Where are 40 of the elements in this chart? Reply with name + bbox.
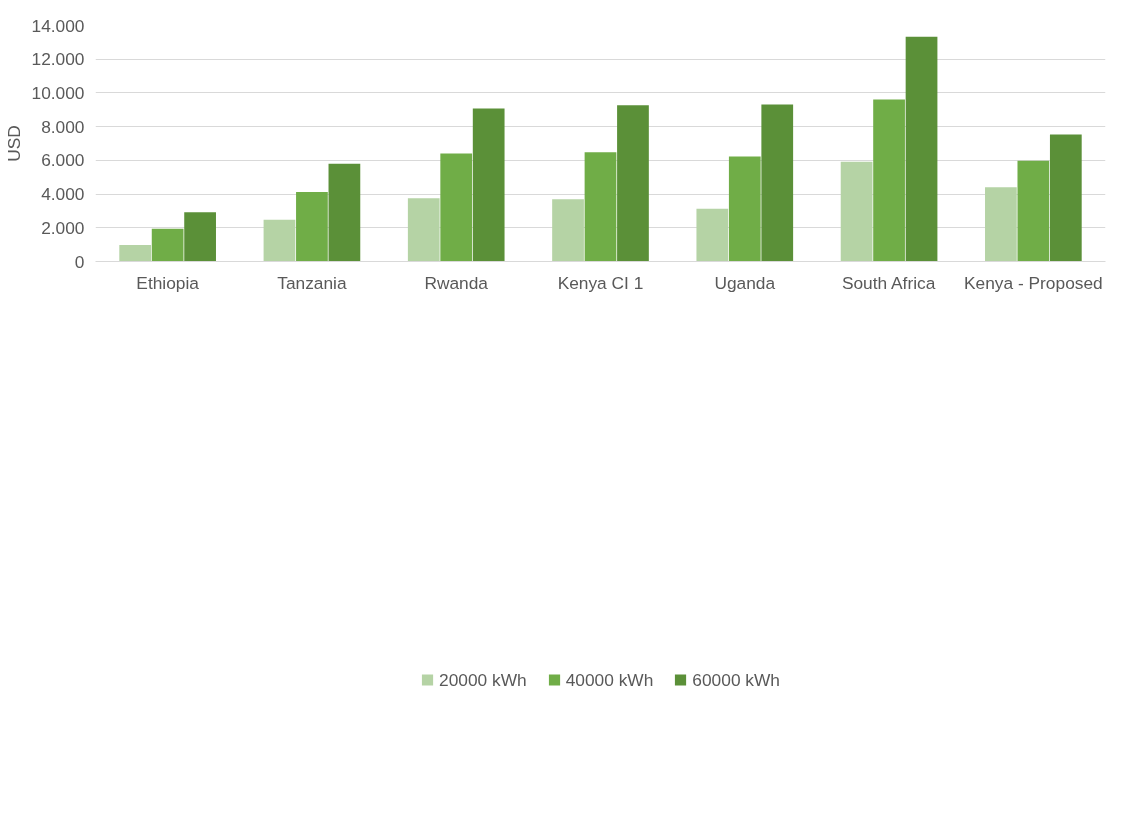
y-tick-label: 8.000 [41, 116, 85, 137]
bar [905, 36, 938, 262]
y-tick-label: 4.000 [41, 184, 85, 205]
bar [761, 104, 794, 262]
bar [617, 105, 649, 262]
bar [407, 198, 440, 262]
legend-label: 60000 kWh [692, 669, 780, 691]
y-tick-label: 6.000 [41, 150, 85, 171]
y-tick-label: 12.000 [31, 49, 85, 70]
bar [328, 163, 361, 262]
bar [584, 152, 617, 262]
x-tick-label: Rwanda [424, 272, 489, 293]
bar [873, 99, 905, 262]
bar [1049, 134, 1082, 262]
bar [151, 228, 184, 262]
legend-label: 20000 kWh [439, 669, 527, 691]
y-tick-label: 10.000 [31, 82, 85, 103]
x-tick-label: Uganda [714, 272, 776, 293]
x-tick-label: Ethiopia [136, 272, 200, 293]
bar [552, 199, 584, 262]
bar [263, 219, 296, 262]
x-tick-label: Tanzania [277, 272, 347, 293]
bar [184, 212, 216, 262]
bar [296, 191, 328, 262]
y-tick-label: 0 [74, 251, 85, 272]
bar [696, 208, 729, 262]
x-tick-label: Kenya CI 1 [557, 272, 644, 293]
bar [985, 187, 1017, 262]
legend-label: 40000 kWh [565, 669, 654, 691]
x-tick-label: South Africa [841, 272, 936, 293]
bar [440, 153, 473, 262]
bar [1017, 160, 1050, 262]
bar [472, 108, 505, 262]
y-axis-title: USD [3, 125, 24, 162]
y-tick-label: 14.000 [31, 15, 85, 36]
bar [840, 161, 873, 262]
y-tick-label: 2.000 [41, 217, 85, 238]
x-tick-label: Kenya - Proposed [964, 272, 1103, 293]
bar [119, 244, 152, 262]
bar [728, 156, 761, 262]
